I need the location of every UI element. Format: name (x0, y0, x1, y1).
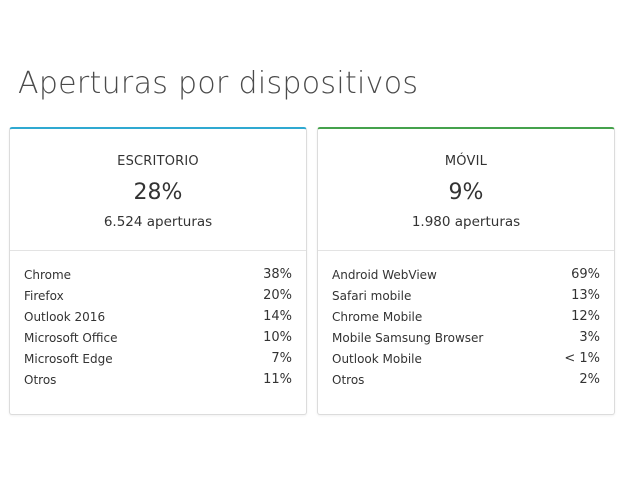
desktop-card: ESCRITORIO 28% 6.524 aperturas Chrome 38… (9, 127, 307, 415)
client-share: 20% (263, 288, 292, 303)
mobile-card-header: MÓVIL 9% 1.980 aperturas (318, 129, 614, 251)
desktop-label: ESCRITORIO (117, 154, 199, 169)
desktop-card-header: ESCRITORIO 28% 6.524 aperturas (10, 129, 306, 251)
client-name: Chrome (24, 267, 72, 282)
page-title: Aperturas por dispositivos (18, 66, 419, 101)
client-share: 14% (263, 309, 292, 324)
client-share: 11% (263, 372, 292, 387)
client-name: Outlook Mobile (332, 351, 422, 366)
mobile-percent: 9% (448, 180, 484, 205)
list-item: Chrome Mobile 12% (332, 306, 600, 327)
list-item: Otros 2% (332, 369, 600, 390)
client-share: < 1% (564, 351, 600, 366)
client-share: 7% (271, 351, 292, 366)
desktop-opens-count: 6.524 aperturas (103, 214, 213, 230)
desktop-percent: 28% (133, 180, 183, 205)
mobile-opens-count: 1.980 aperturas (411, 214, 521, 230)
list-item: Otros 11% (24, 369, 292, 390)
client-share: 13% (571, 288, 600, 303)
mobile-client-list: Android WebView 69% Safari mobile 13% Ch… (332, 264, 600, 390)
list-item: Mobile Samsung Browser 3% (332, 327, 600, 348)
client-name: Android WebView (332, 267, 437, 282)
client-share: 10% (263, 330, 292, 345)
client-name: Chrome Mobile (332, 309, 423, 324)
client-name: Safari mobile (332, 288, 412, 303)
list-item: Outlook 2016 14% (24, 306, 292, 327)
client-share: 3% (579, 330, 600, 345)
list-item: Microsoft Office 10% (24, 327, 292, 348)
client-share: 2% (579, 372, 600, 387)
client-name: Otros (332, 372, 365, 387)
client-name: Firefox (24, 288, 64, 303)
client-share: 38% (263, 267, 292, 282)
client-name: Microsoft Edge (24, 351, 113, 366)
client-name: Outlook 2016 (24, 309, 106, 324)
list-item: Safari mobile 13% (332, 285, 600, 306)
client-name: Microsoft Office (24, 330, 118, 345)
list-item: Microsoft Edge 7% (24, 348, 292, 369)
list-item: Android WebView 69% (332, 264, 600, 285)
client-share: 12% (571, 309, 600, 324)
mobile-label: MÓVIL (444, 154, 488, 169)
list-item: Chrome 38% (24, 264, 292, 285)
client-name: Otros (24, 372, 57, 387)
client-name: Mobile Samsung Browser (332, 330, 484, 345)
client-share: 69% (571, 267, 600, 282)
mobile-card: MÓVIL 9% 1.980 aperturas Android WebView… (317, 127, 615, 415)
list-item: Firefox 20% (24, 285, 292, 306)
list-item: Outlook Mobile < 1% (332, 348, 600, 369)
desktop-client-list: Chrome 38% Firefox 20% Outlook 2016 14% … (24, 264, 292, 390)
